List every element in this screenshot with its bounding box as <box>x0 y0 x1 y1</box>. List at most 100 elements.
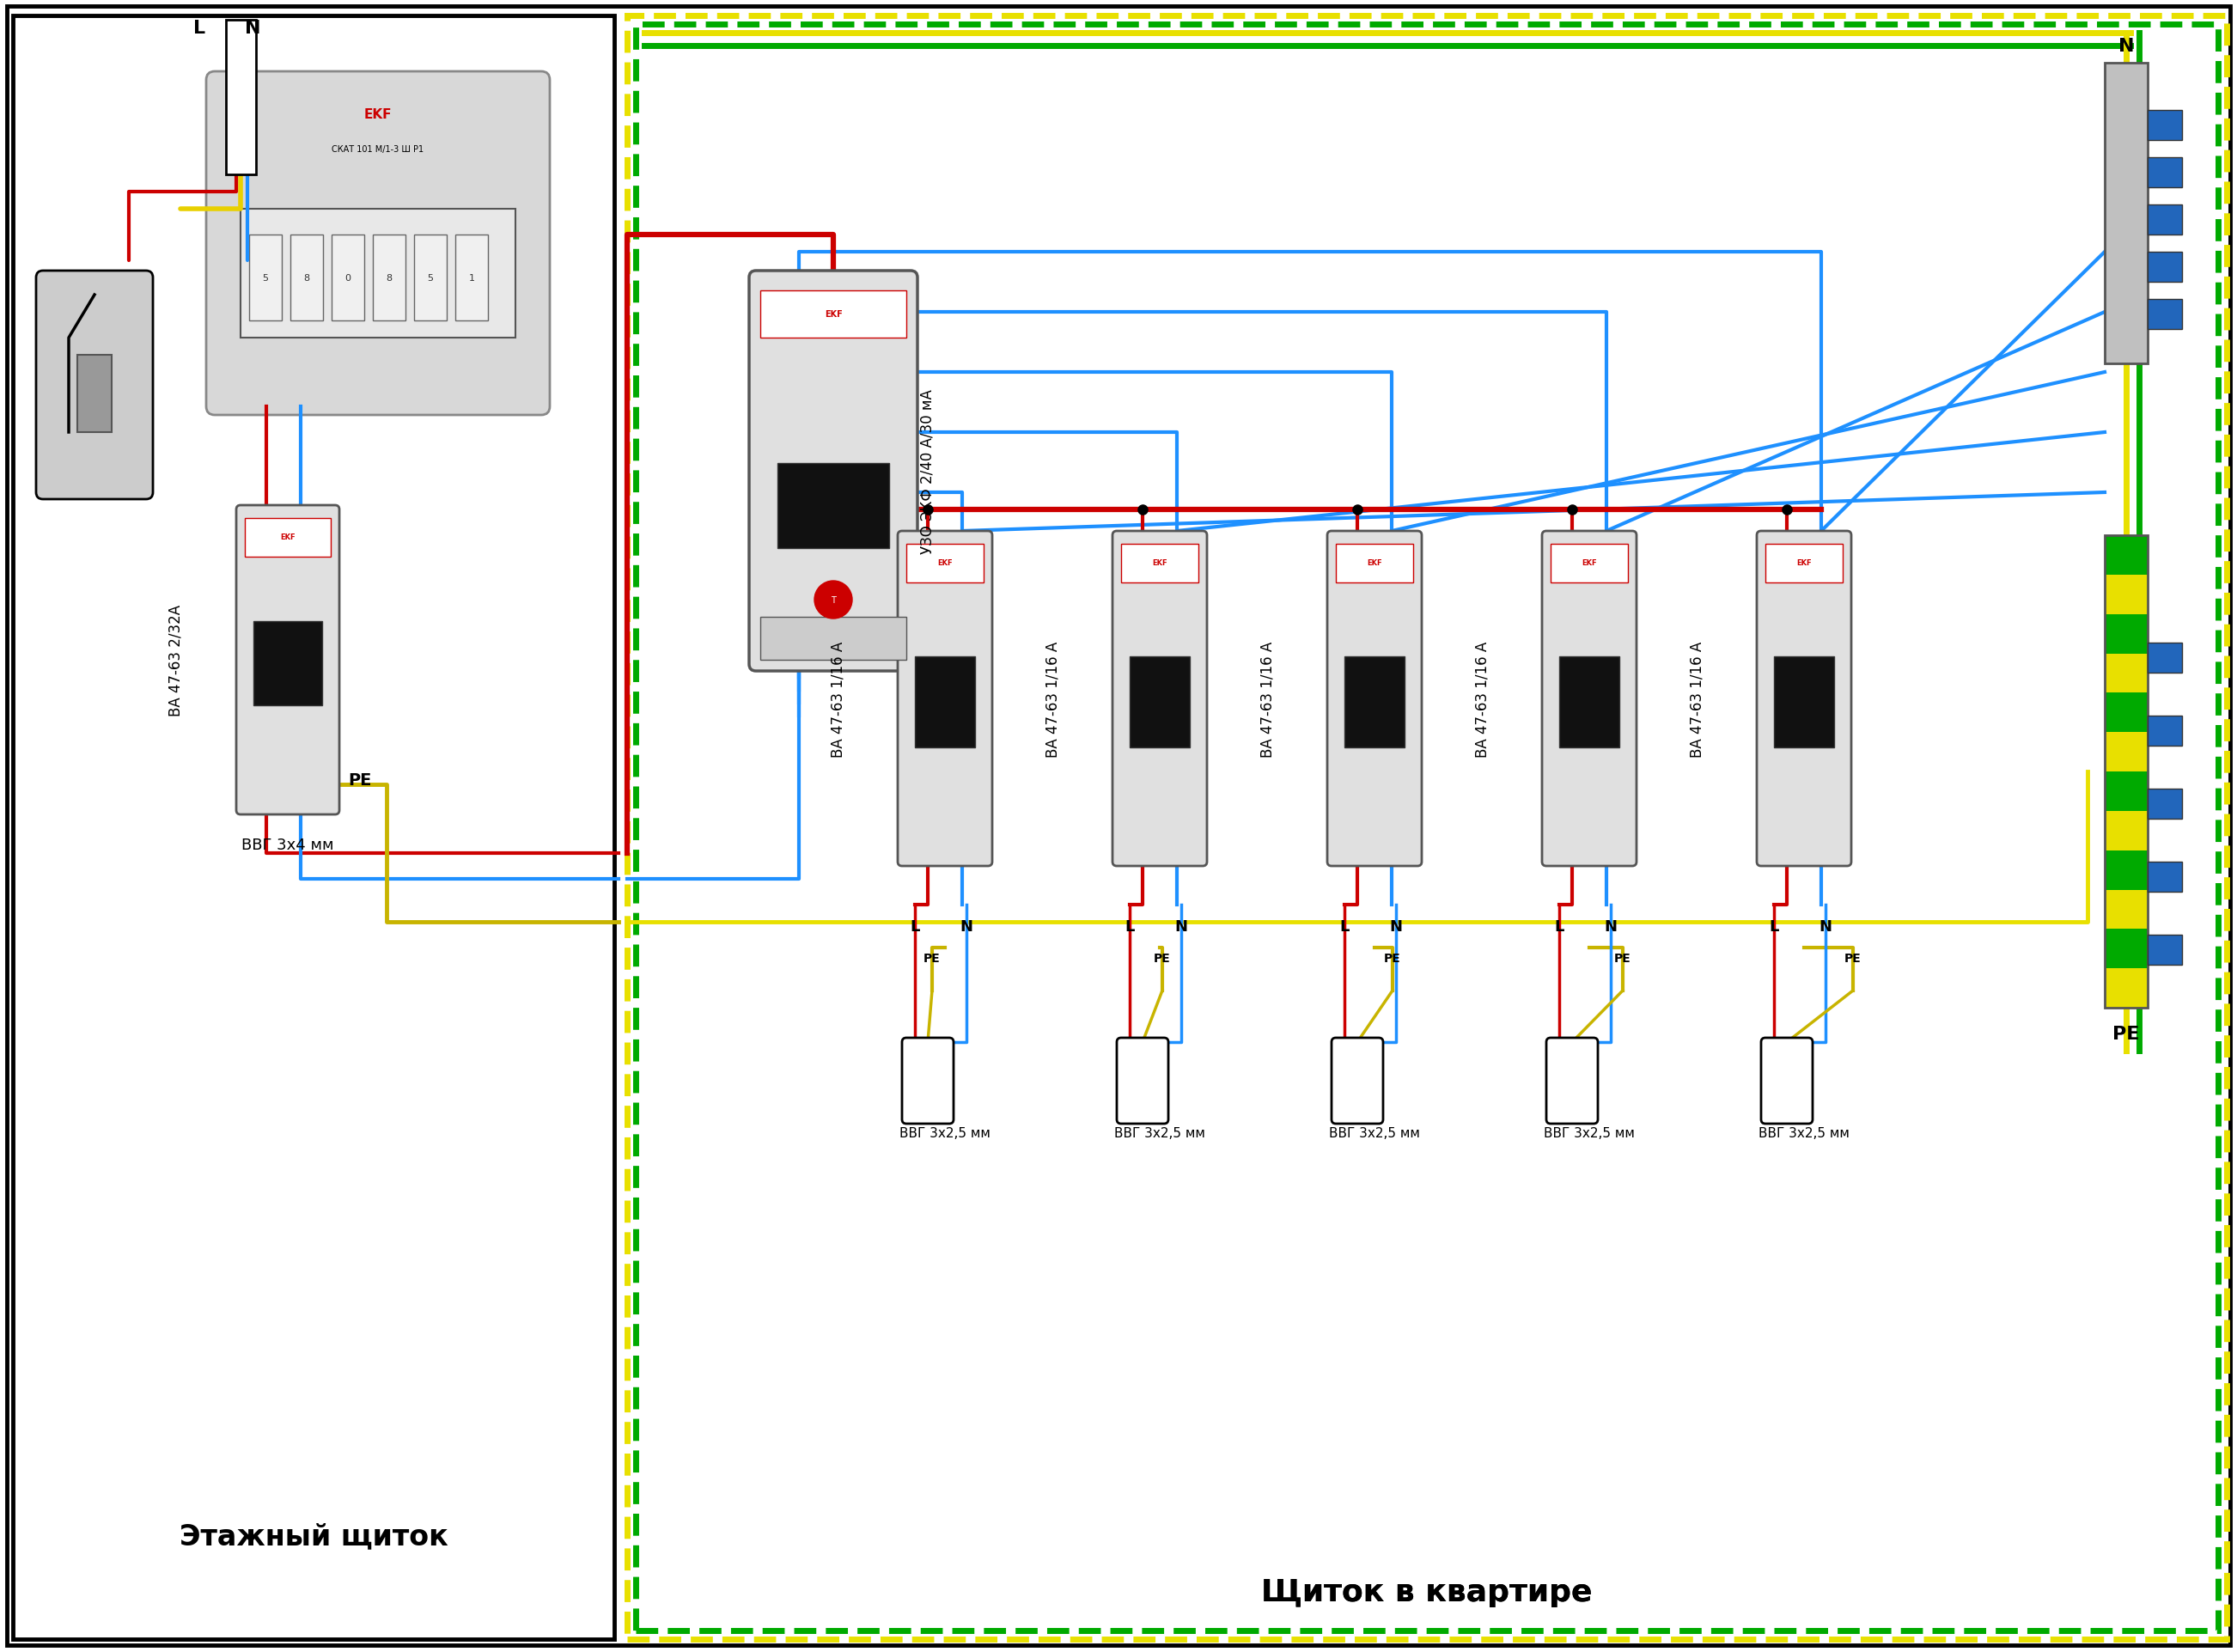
Bar <box>2105 615 2148 654</box>
Bar <box>248 235 282 320</box>
Bar <box>78 355 112 433</box>
FancyBboxPatch shape <box>1331 1037 1382 1123</box>
Bar <box>2105 890 2148 930</box>
Bar <box>906 545 984 583</box>
Bar <box>414 235 447 320</box>
Text: ВА 47-63 2/32А: ВА 47-63 2/32А <box>168 605 183 717</box>
Bar <box>226 20 255 175</box>
Bar <box>2105 732 2148 771</box>
Bar <box>626 17 2226 1639</box>
Text: PE: PE <box>2112 1026 2139 1042</box>
Text: EKF: EKF <box>825 311 841 319</box>
Bar <box>1559 656 1620 748</box>
Bar <box>635 25 2219 1631</box>
Text: ВВГ 3х2,5 мм: ВВГ 3х2,5 мм <box>1758 1127 1850 1138</box>
Bar <box>2148 299 2181 330</box>
Bar <box>761 291 906 339</box>
Bar <box>915 656 975 748</box>
Text: EKF: EKF <box>280 534 295 542</box>
Bar <box>2148 790 2181 819</box>
Text: PE: PE <box>1615 952 1631 965</box>
Bar <box>2105 654 2148 694</box>
Bar <box>331 235 365 320</box>
Text: ВА 47-63 1/16 А: ВА 47-63 1/16 А <box>1045 641 1060 757</box>
Bar <box>291 235 322 320</box>
Bar <box>778 464 888 548</box>
Bar <box>244 519 331 557</box>
Text: ВВГ 3х2,5 мм: ВВГ 3х2,5 мм <box>1544 1127 1635 1138</box>
Circle shape <box>814 582 852 620</box>
Text: УЗО ЭКФ 2/40 А/30 мА: УЗО ЭКФ 2/40 А/30 мА <box>919 388 935 553</box>
Text: N: N <box>1819 919 1832 933</box>
Text: EKF: EKF <box>1367 560 1382 567</box>
Text: 0: 0 <box>468 274 474 282</box>
Text: EKF: EKF <box>937 560 953 567</box>
Bar <box>1130 656 1190 748</box>
Text: N: N <box>244 20 262 36</box>
Bar <box>2148 715 2181 747</box>
Text: PE: PE <box>924 952 940 965</box>
Bar <box>2105 694 2148 732</box>
Text: EKF: EKF <box>1582 560 1597 567</box>
Bar <box>2105 535 2148 1008</box>
Text: L: L <box>1125 919 1134 933</box>
Bar <box>253 621 322 705</box>
Bar <box>1765 545 1843 583</box>
FancyBboxPatch shape <box>36 271 152 499</box>
Text: L: L <box>192 20 206 36</box>
Bar <box>2105 851 2148 890</box>
Text: 4: 4 <box>387 274 391 282</box>
FancyBboxPatch shape <box>749 271 917 671</box>
FancyBboxPatch shape <box>7 7 2230 1645</box>
Bar <box>2148 159 2181 188</box>
Bar <box>2105 771 2148 811</box>
Bar <box>1774 656 1834 748</box>
Text: PE: PE <box>1154 952 1170 965</box>
Text: N: N <box>1174 919 1188 933</box>
FancyBboxPatch shape <box>1116 1037 1168 1123</box>
Bar <box>2105 930 2148 968</box>
Text: ВВГ 3х2,5 мм: ВВГ 3х2,5 мм <box>1114 1127 1206 1138</box>
FancyBboxPatch shape <box>237 506 340 814</box>
Text: ВА 47-63 1/16 А: ВА 47-63 1/16 А <box>1474 641 1490 757</box>
FancyBboxPatch shape <box>1756 532 1852 866</box>
Text: 8: 8 <box>427 274 434 282</box>
Bar <box>2105 575 2148 615</box>
Text: ВВГ 3х4 мм: ВВГ 3х4 мм <box>242 838 333 852</box>
Text: L: L <box>1340 919 1349 933</box>
Bar <box>2148 935 2181 965</box>
Text: L: L <box>910 919 919 933</box>
Text: EKF: EKF <box>1796 560 1812 567</box>
Text: T: T <box>830 596 837 605</box>
Bar <box>242 210 515 339</box>
Bar <box>1121 545 1199 583</box>
Text: 2: 2 <box>304 274 309 282</box>
Text: Этажный щиток: Этажный щиток <box>179 1521 447 1550</box>
FancyBboxPatch shape <box>1327 532 1423 866</box>
Bar <box>761 618 906 661</box>
FancyBboxPatch shape <box>1761 1037 1812 1123</box>
Text: N: N <box>960 919 973 933</box>
Text: EKF: EKF <box>1152 560 1168 567</box>
Text: ВВГ 3х2,5 мм: ВВГ 3х2,5 мм <box>1329 1127 1420 1138</box>
Text: N: N <box>2118 38 2134 55</box>
Bar <box>2148 253 2181 282</box>
Bar <box>2105 535 2148 575</box>
FancyBboxPatch shape <box>897 532 993 866</box>
Bar <box>1550 545 1629 583</box>
Text: L: L <box>1769 919 1778 933</box>
Bar <box>1344 656 1405 748</box>
Text: ВА 47-63 1/16 А: ВА 47-63 1/16 А <box>1689 641 1705 757</box>
Bar <box>13 17 615 1639</box>
Bar <box>374 235 405 320</box>
Text: PE: PE <box>1385 952 1400 965</box>
Bar <box>1335 545 1414 583</box>
Bar <box>2148 643 2181 672</box>
Text: L: L <box>1555 919 1564 933</box>
Text: ВА 47-63 1/16 А: ВА 47-63 1/16 А <box>830 641 846 757</box>
FancyBboxPatch shape <box>206 73 550 416</box>
FancyBboxPatch shape <box>1112 532 1208 866</box>
Bar <box>2105 63 2148 363</box>
Bar <box>2148 205 2181 235</box>
FancyBboxPatch shape <box>902 1037 953 1123</box>
